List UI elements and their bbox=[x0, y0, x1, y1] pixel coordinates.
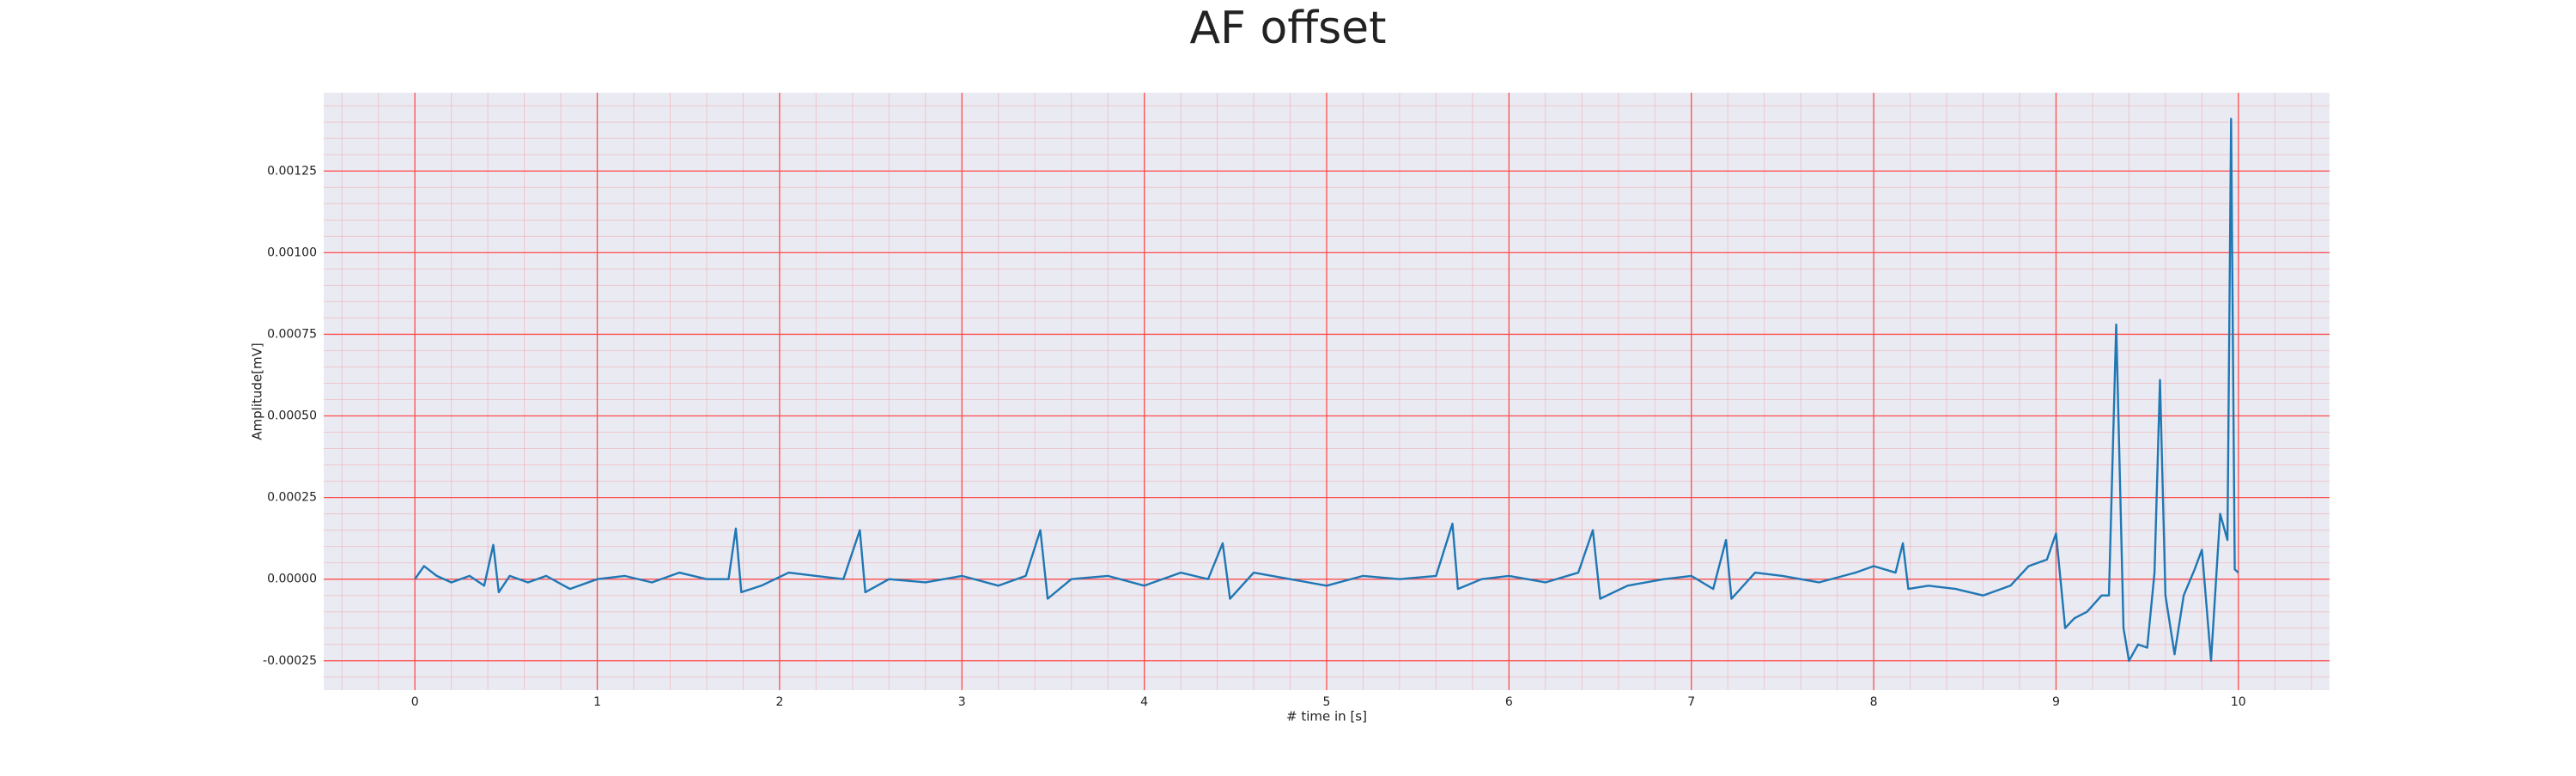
x-tick-label: 3 bbox=[958, 695, 966, 709]
x-axis-label: # time in [s] bbox=[1286, 709, 1367, 724]
x-tick-label: 10 bbox=[2231, 695, 2246, 709]
y-tick-label: 0.00025 bbox=[267, 491, 317, 505]
x-tick-label: 2 bbox=[775, 695, 783, 709]
y-tick-label: 0.00125 bbox=[267, 164, 317, 178]
x-tick-label: 5 bbox=[1323, 695, 1331, 709]
y-tick-label: -0.00025 bbox=[263, 654, 317, 668]
x-tick-label: 6 bbox=[1505, 695, 1513, 709]
x-tick-label: 8 bbox=[1870, 695, 1878, 709]
y-tick-label: 0.00050 bbox=[267, 409, 317, 423]
x-tick-label: 7 bbox=[1687, 695, 1695, 709]
x-tick-label: 0 bbox=[411, 695, 419, 709]
x-tick-label: 9 bbox=[2052, 695, 2060, 709]
x-tick-label: 1 bbox=[593, 695, 601, 709]
y-tick-label: 0.00100 bbox=[267, 246, 317, 259]
x-tick-label: 4 bbox=[1140, 695, 1148, 709]
line bbox=[414, 118, 2239, 662]
y-tick-label: 0.00000 bbox=[267, 573, 317, 586]
y-tick-label: 0.00075 bbox=[267, 327, 317, 341]
chart-title: AF offset bbox=[1189, 3, 1386, 54]
y-axis-label: Amplitude[mV] bbox=[250, 343, 265, 440]
